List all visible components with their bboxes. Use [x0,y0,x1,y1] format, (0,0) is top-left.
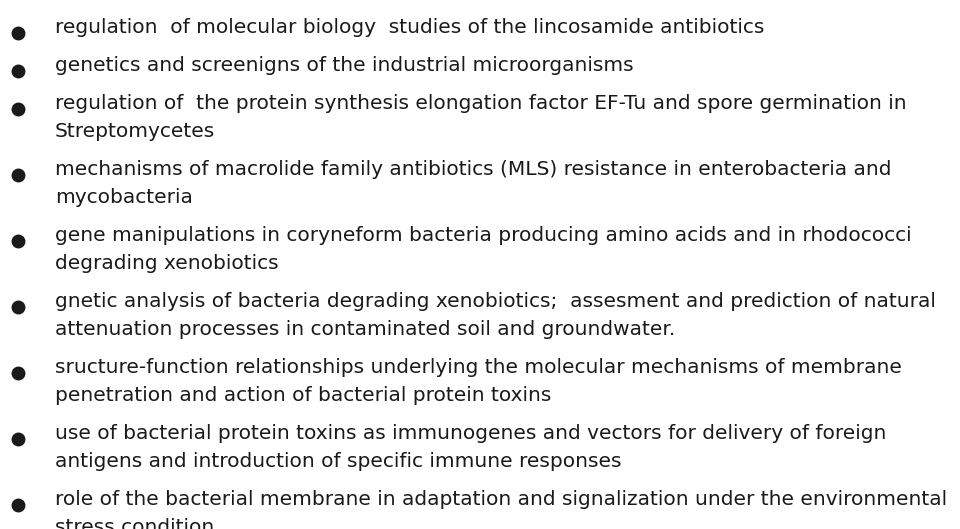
Text: role of the bacterial membrane in adaptation and signalization under the environ: role of the bacterial membrane in adapta… [55,490,948,509]
Text: penetration and action of bacterial protein toxins: penetration and action of bacterial prot… [55,386,551,405]
Text: regulation of  the protein synthesis elongation factor EF-Tu and spore germinati: regulation of the protein synthesis elon… [55,94,906,113]
Text: sructure-function relationships underlying the molecular mechanisms of membrane: sructure-function relationships underlyi… [55,358,901,377]
Text: gene manipulations in coryneform bacteria producing amino acids and in rhodococc: gene manipulations in coryneform bacteri… [55,226,912,245]
Text: use of bacterial protein toxins as immunogenes and vectors for delivery of forei: use of bacterial protein toxins as immun… [55,424,886,443]
Text: genetics and screenigns of the industrial microorganisms: genetics and screenigns of the industria… [55,56,634,75]
Text: mycobacteria: mycobacteria [55,188,193,207]
Text: gnetic analysis of bacteria degrading xenobiotics;  assesment and prediction of : gnetic analysis of bacteria degrading xe… [55,292,936,311]
Text: Streptomycetes: Streptomycetes [55,122,215,141]
Text: mechanisms of macrolide family antibiotics (MLS) resistance in enterobacteria an: mechanisms of macrolide family antibioti… [55,160,892,179]
Text: antigens and introduction of specific immune responses: antigens and introduction of specific im… [55,452,621,471]
Text: regulation  of molecular biology  studies of the lincosamide antibiotics: regulation of molecular biology studies … [55,18,764,37]
Text: degrading xenobiotics: degrading xenobiotics [55,254,278,273]
Text: attenuation processes in contaminated soil and groundwater.: attenuation processes in contaminated so… [55,320,675,339]
Text: stress condition: stress condition [55,518,214,529]
